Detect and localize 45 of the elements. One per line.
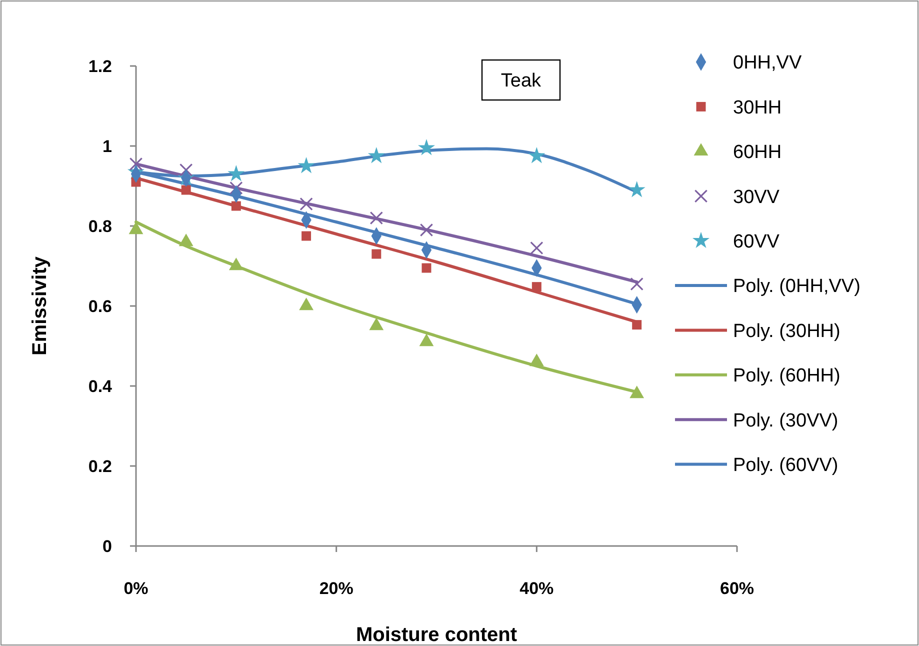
point: [181, 185, 191, 195]
y-tick-label: 0.2: [88, 456, 112, 476]
point: [302, 231, 312, 241]
y-tick-label: 1: [102, 136, 112, 156]
x-tick-label: 40%: [520, 579, 554, 598]
legend-label: Poly. (60VV): [733, 454, 838, 476]
point: [231, 201, 241, 211]
legend-label: 0HH,VV: [733, 52, 802, 74]
point: [228, 165, 245, 182]
point: [372, 249, 382, 259]
point: [179, 163, 193, 177]
x-tick-label: 20%: [319, 579, 354, 598]
point: [368, 147, 385, 164]
point: [129, 157, 143, 171]
point: [370, 211, 384, 225]
y-tick-label: 1.2: [88, 56, 112, 76]
legend-label: 60VV: [733, 231, 780, 252]
y-axis-title: Emissivity: [29, 256, 51, 356]
point: [530, 241, 544, 255]
x-tick-label: 0%: [124, 579, 148, 598]
y-tick-label: 0.6: [88, 296, 112, 316]
point: [532, 282, 542, 292]
y-tick-label: 0.4: [88, 376, 113, 396]
point: [418, 139, 435, 156]
point: [628, 181, 646, 198]
point: [300, 197, 313, 211]
legend-label: 30VV: [733, 186, 780, 208]
x-axis-title: Moisture content: [356, 624, 518, 646]
legend-label: Poly. (30VV): [733, 410, 838, 432]
annotation: Teak: [500, 70, 542, 92]
point: [630, 277, 644, 291]
legend-label: 30HH: [733, 97, 782, 118]
point: [420, 223, 434, 237]
legend-label: Poly. (60HH): [733, 366, 840, 387]
point: [422, 263, 432, 273]
legend-label: Poly. (0HH,VV): [733, 276, 860, 298]
point: [528, 147, 546, 164]
legend-label: Poly. (30HH): [733, 320, 840, 342]
point: [298, 157, 315, 174]
point: [632, 320, 642, 330]
y-tick-label: 0.8: [88, 216, 112, 236]
point: [230, 181, 243, 195]
y-tick-label: 0: [102, 536, 112, 556]
legend-label: 60HH: [733, 142, 782, 164]
x-tick-label: 60%: [720, 579, 754, 598]
